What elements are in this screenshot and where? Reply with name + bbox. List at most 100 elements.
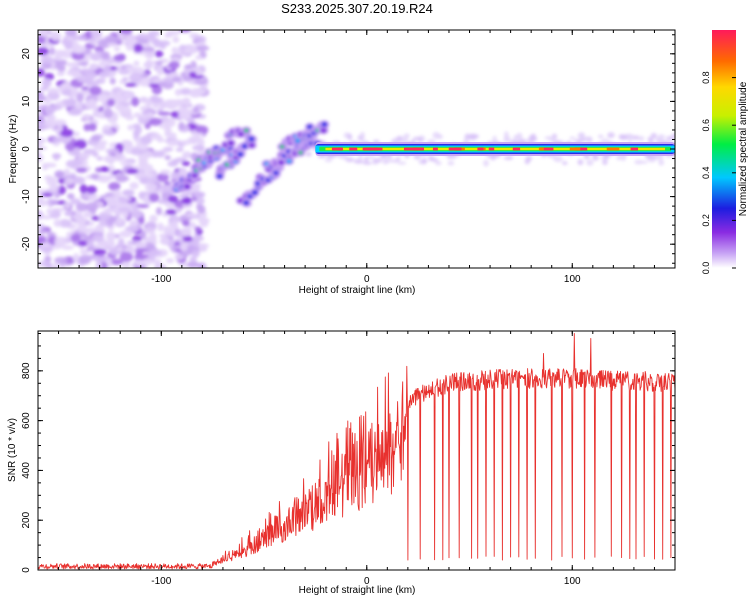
noise-speck: [72, 52, 85, 61]
carrier-halo-speck: [490, 154, 496, 161]
noise-speck: [50, 263, 60, 268]
noise-speck: [195, 125, 209, 135]
noise-speck: [182, 203, 193, 209]
noise-speck: [38, 110, 43, 117]
noise-speck: [104, 64, 112, 75]
noise-speck: [97, 174, 111, 183]
noise-speck: [187, 260, 200, 268]
noise-speck: [38, 68, 45, 77]
noise-speck: [151, 259, 162, 265]
carrier-peak-segment: [606, 147, 620, 151]
snr-series-line: [38, 333, 675, 570]
noise-speck: [170, 171, 179, 181]
noise-speck: [197, 137, 205, 148]
noise-speck: [194, 55, 203, 60]
carrier-peak-segment: [349, 147, 358, 151]
noise-speck: [114, 151, 124, 161]
noise-speck: [54, 170, 65, 179]
snr-plot-frame: [37, 330, 676, 571]
noise-speck: [165, 258, 175, 264]
noise-speck: [151, 150, 159, 158]
carrier-halo-speck: [483, 159, 489, 167]
noise-speck: [148, 117, 163, 126]
noise-speck: [67, 97, 76, 108]
noise-speck: [182, 196, 192, 205]
noise-speck: [63, 211, 73, 217]
noise-speck: [161, 184, 175, 193]
noise-speck: [125, 34, 137, 45]
carrier-halo-speck: [492, 135, 497, 142]
noise-speck: [129, 219, 139, 227]
noise-speck: [134, 253, 146, 261]
noise-speck: [182, 219, 190, 227]
noise-speck: [66, 193, 75, 200]
snr-y-tick-label: 200: [21, 511, 32, 528]
track-hot: [225, 162, 230, 167]
carrier-halo-speck: [305, 151, 312, 157]
noise-speck: [122, 91, 134, 99]
spectrogram-x-tick-label: 100: [564, 274, 581, 285]
carrier-peak-segment: [538, 147, 544, 151]
carrier-halo-speck: [672, 133, 675, 138]
noise-speck: [136, 39, 150, 44]
noise-speck: [141, 47, 155, 52]
noise-speck: [191, 238, 200, 248]
noise-speck: [38, 243, 52, 248]
noise-speck: [133, 112, 142, 118]
noise-speck: [41, 43, 55, 48]
carrier-halo-speck: [372, 158, 383, 163]
noise-speck: [136, 204, 150, 209]
noise-speck: [117, 196, 127, 203]
colorbar-tick-label: 0.6: [701, 119, 711, 132]
noise-speck: [89, 64, 99, 71]
carrier-halo-speck: [403, 133, 410, 139]
carrier-halo-speck: [658, 159, 665, 166]
carrier-halo-speck: [601, 138, 610, 143]
carrier-peak-segment: [488, 147, 495, 151]
noise-speck: [90, 135, 102, 141]
colorbar-tick-label: 0.4: [701, 167, 711, 180]
carrier-halo-speck: [592, 154, 599, 161]
track-core: [237, 151, 244, 157]
noise-speck: [121, 260, 131, 268]
noise-speck: [106, 98, 116, 107]
noise-speck: [171, 46, 179, 55]
noise-speck: [53, 219, 62, 227]
carrier-peak-segment: [540, 147, 554, 151]
carrier-halo-speck: [597, 134, 604, 139]
spectrogram-y-tick-label: 20: [21, 48, 32, 60]
noise-speck: [164, 99, 178, 105]
noise-speck: [120, 161, 134, 166]
noise-speck: [89, 85, 102, 96]
noise-speck: [103, 197, 117, 202]
carrier-halo-speck: [529, 134, 535, 140]
noise-speck: [105, 238, 116, 249]
noise-speck: [78, 254, 92, 265]
noise-speck: [103, 108, 114, 119]
noise-speck: [38, 114, 45, 124]
carrier-halo-speck: [584, 136, 592, 141]
noise-speck: [111, 36, 122, 43]
noise-speck: [130, 200, 140, 210]
noise-speck: [70, 233, 81, 242]
noise-speck: [63, 168, 71, 176]
snr-x-tick-label: -100: [151, 576, 171, 587]
noise-speck: [88, 195, 96, 202]
carrier-peak-segment: [338, 147, 343, 151]
carrier-halo-speck: [416, 155, 421, 161]
noise-speckle-group: [38, 30, 675, 268]
noise-speck: [44, 96, 51, 105]
noise-speck: [155, 103, 168, 108]
noise-speck: [50, 31, 62, 42]
noise-speck: [179, 169, 187, 176]
noise-speck: [101, 167, 110, 173]
spectrogram-y-tick-label: 10: [21, 95, 32, 107]
noise-speck: [168, 117, 176, 127]
noise-speck: [200, 83, 208, 89]
carrier-line-group: [315, 142, 675, 156]
noise-speck: [114, 103, 125, 111]
noise-speck: [136, 259, 143, 267]
noise-speck: [129, 181, 139, 190]
carrier-halo-speck: [516, 132, 523, 140]
